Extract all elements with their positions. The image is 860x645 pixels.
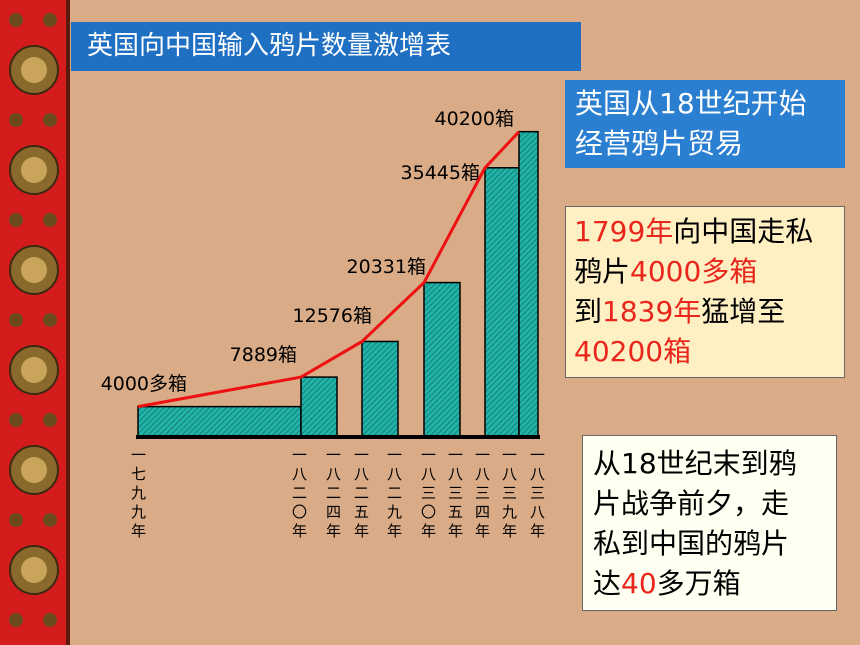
bar (518, 130, 539, 438)
note-line: 私到中国的鸦片 (593, 524, 826, 564)
x-tick-label: 一八二九年 (385, 447, 403, 542)
bar (423, 281, 461, 438)
note-text: 1799年 (574, 215, 674, 248)
note-text: 4000多箱 (630, 255, 758, 288)
note-text: 1839年 (602, 295, 702, 328)
note-text: 多万箱 (656, 567, 741, 600)
note-line: 片战争前夕，走 (593, 484, 826, 524)
data-label: 7889箱 (230, 344, 297, 366)
note-line: 从18世纪末到鸦 (593, 444, 826, 484)
ornament (21, 57, 47, 83)
ornament (43, 313, 57, 327)
x-tick-label: 一八二〇年 (290, 447, 308, 542)
ornament (9, 313, 23, 327)
note-line: 1799年向中国走私 (574, 212, 836, 252)
note-box: 1799年向中国走私 鸦片4000多箱 到1839年猛增至 40200箱 (565, 206, 845, 378)
ornament (9, 13, 23, 27)
data-label: 4000多箱 (101, 373, 187, 395)
x-tick-label: 一七九九年 (129, 447, 147, 542)
note-line: 经营鸦片贸易 (575, 124, 835, 164)
ornament (43, 13, 57, 27)
ornament (9, 413, 23, 427)
note-line: 英国从18世纪开始 (575, 84, 835, 124)
note-line: 40200箱 (574, 332, 836, 372)
note-line: 到1839年猛增至 (574, 292, 836, 332)
ornament (21, 157, 47, 183)
note-text: 鸦片 (574, 255, 631, 288)
ornament (43, 213, 57, 227)
ornament (21, 557, 47, 583)
bar (300, 376, 338, 438)
ornament (21, 457, 47, 483)
data-label: 40200箱 (435, 108, 514, 130)
note-text: 片战争前夕，走 (593, 487, 790, 520)
bar (484, 167, 520, 438)
note-line: 鸦片4000多箱 (574, 252, 836, 292)
note-text: 从18世纪末到鸦 (593, 447, 797, 480)
note-box: 从18世纪末到鸦 片战争前夕，走 私到中国的鸦片 达40多万箱 (582, 435, 837, 611)
x-tick-label: 一八三九年 (500, 447, 518, 542)
ornament (43, 613, 57, 627)
note-text: 向中国走私 (673, 215, 814, 248)
ornament (21, 257, 47, 283)
x-tick-label: 一八二五年 (352, 447, 370, 542)
title: 英国向中国输入鸦片数量激增表 (87, 31, 452, 61)
note-text: 到 (574, 295, 603, 328)
ornament (43, 513, 57, 527)
note-text: 私到中国的鸦片 (593, 527, 790, 560)
note-box: 英国从18世纪开始 经营鸦片贸易 (565, 80, 845, 168)
x-tick-label: 一八三〇年 (419, 447, 437, 542)
x-tick-label: 一八二四年 (324, 447, 342, 542)
ornament (21, 357, 47, 383)
ornament (9, 113, 23, 127)
data-label: 20331箱 (347, 256, 426, 278)
ornament (9, 613, 23, 627)
bar (361, 340, 399, 438)
bar (137, 405, 302, 438)
ornament (43, 113, 57, 127)
x-tick-label: 一八三五年 (446, 447, 464, 542)
note-text: 经营鸦片贸易 (575, 127, 744, 160)
ornament (43, 413, 57, 427)
note-text: 猛增至 (701, 295, 786, 328)
x-tick-label: 一八三八年 (528, 447, 546, 542)
ornament (9, 513, 23, 527)
note-line: 达40多万箱 (593, 564, 826, 604)
x-tick-label: 一八三四年 (473, 447, 491, 542)
note-text: 40 (621, 567, 657, 600)
note-text: 英国从18世纪开始 (575, 87, 807, 120)
note-text: 达 (593, 567, 622, 600)
ornament (9, 213, 23, 227)
border-edge (66, 0, 70, 645)
data-label: 12576箱 (293, 305, 372, 327)
trend-line (137, 130, 521, 409)
title-box: 英国向中国输入鸦片数量激增表 (71, 22, 581, 71)
data-label: 35445箱 (401, 162, 480, 184)
note-text: 40200箱 (574, 335, 692, 368)
